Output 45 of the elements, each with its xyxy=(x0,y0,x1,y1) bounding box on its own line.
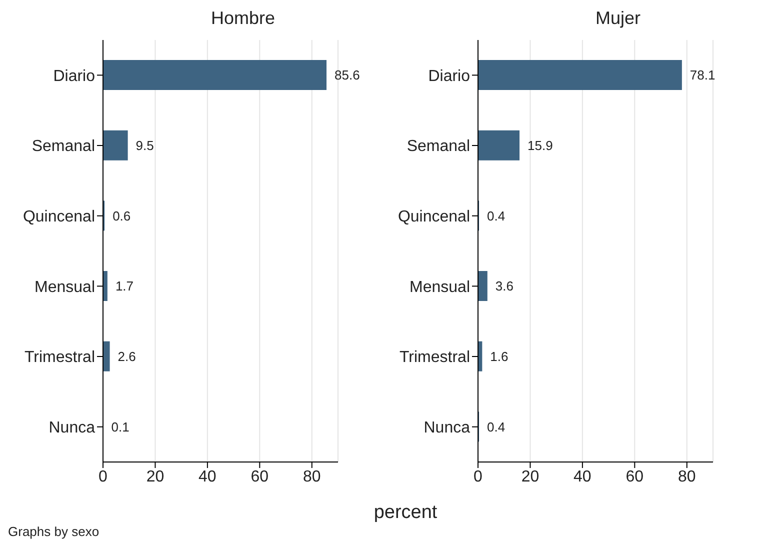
y-tick-label: Trimestral xyxy=(24,349,95,366)
y-tick-label: Semanal xyxy=(32,138,95,156)
x-tick-label: 0 xyxy=(98,468,108,486)
data-label: 85.6 xyxy=(334,68,360,83)
chart-title: Mujer xyxy=(594,8,642,30)
y-tick-label: Nunca xyxy=(424,420,470,437)
data-label: 15.9 xyxy=(528,138,553,153)
bar xyxy=(103,341,110,372)
data-label: 9.5 xyxy=(136,138,154,153)
data-label: 2.6 xyxy=(118,348,136,364)
x-tick-label: 20 xyxy=(521,468,540,486)
x-tick-label: 80 xyxy=(678,468,696,486)
data-label: 0.1 xyxy=(111,419,130,434)
bar xyxy=(478,60,682,90)
chart-title: Hombre xyxy=(210,8,276,30)
data-label: 78.1 xyxy=(690,68,716,83)
bar xyxy=(103,271,108,301)
x-tick-label: 40 xyxy=(574,468,592,486)
bar xyxy=(103,130,128,160)
data-label: 3.6 xyxy=(495,278,514,294)
x-tick-label: 60 xyxy=(250,468,269,486)
y-tick-label: Semanal xyxy=(406,138,470,156)
y-tick-label: Trimestral xyxy=(399,349,470,366)
data-label: 0.4 xyxy=(487,419,506,434)
bar xyxy=(103,60,327,90)
x-tick-label: 40 xyxy=(198,468,216,486)
bar xyxy=(478,271,488,301)
y-tick-label: Diario xyxy=(428,68,470,85)
data-label: 1.7 xyxy=(115,278,134,294)
data-label: 0.6 xyxy=(112,208,131,224)
bar xyxy=(478,130,520,160)
y-tick-label: Mensual xyxy=(34,278,95,296)
x-tick-label: 0 xyxy=(474,468,483,486)
x-tick-label: 20 xyxy=(146,468,164,486)
text: Graphs by sexo xyxy=(8,524,100,539)
x-tick-label: 60 xyxy=(626,468,644,486)
data-label: 0.4 xyxy=(487,208,506,224)
y-tick-label: Nunca xyxy=(48,420,96,437)
y-tick-label: Quincenal xyxy=(398,208,470,226)
x-tick-label: 80 xyxy=(302,468,321,486)
x-axis-title: percent xyxy=(372,502,438,524)
y-tick-label: Diario xyxy=(53,68,96,85)
data-label: 1.6 xyxy=(490,348,508,364)
y-tick-label: Mensual xyxy=(410,278,470,296)
y-tick-label: Quincenal xyxy=(22,208,95,226)
